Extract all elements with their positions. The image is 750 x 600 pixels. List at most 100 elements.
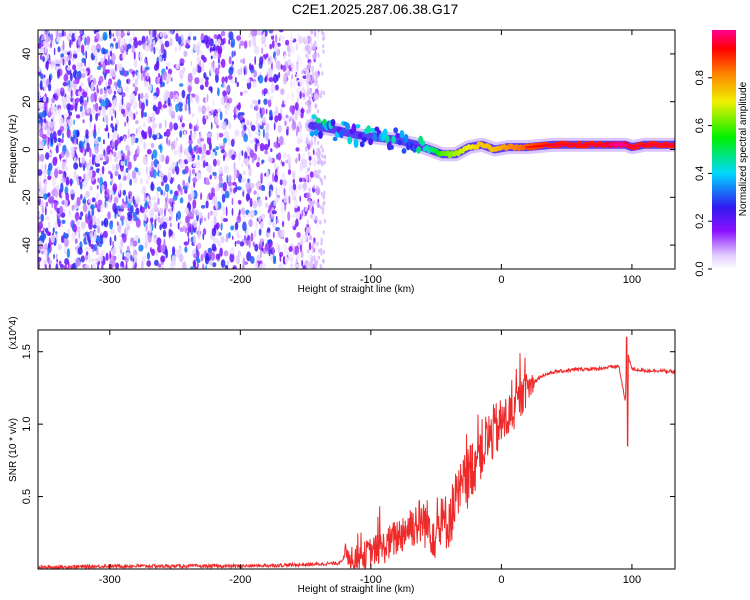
noise-speckle xyxy=(219,247,223,257)
noise-speckle xyxy=(40,163,44,171)
noise-speckle xyxy=(297,183,303,191)
noise-speckle xyxy=(173,234,176,242)
noise-speckle xyxy=(220,222,223,231)
noise-speckle xyxy=(213,34,218,40)
noise-speckle xyxy=(248,239,251,249)
noise-speckle xyxy=(76,196,81,207)
noise-speckle xyxy=(291,91,294,101)
noise-speckle xyxy=(70,79,73,88)
noise-speckle xyxy=(64,246,67,255)
noise-speckle xyxy=(299,195,302,202)
noise-speckle xyxy=(58,107,61,117)
noise-speckle xyxy=(290,62,295,68)
noise-speckle xyxy=(180,58,185,65)
noise-speckle xyxy=(110,228,116,235)
noise-speckle xyxy=(231,50,234,58)
noise-speckle xyxy=(192,162,196,167)
noise-speckle xyxy=(50,234,55,243)
signal-blob xyxy=(318,130,323,139)
noise-speckle xyxy=(180,115,183,121)
noise-speckle xyxy=(128,37,133,44)
noise-speckle xyxy=(268,189,271,198)
noise-speckle xyxy=(273,111,276,116)
noise-speckle xyxy=(236,230,239,239)
signal-blob xyxy=(366,125,371,134)
noise-speckle xyxy=(66,118,69,125)
noise-speckle xyxy=(213,111,216,118)
noise-speckle xyxy=(70,146,75,152)
noise-speckle xyxy=(196,172,202,181)
noise-speckle xyxy=(221,193,226,203)
noise-speckle xyxy=(215,124,220,129)
noise-speckle xyxy=(55,233,58,239)
noise-speckle xyxy=(76,62,81,70)
noise-speckle xyxy=(133,59,138,68)
noise-speckle xyxy=(210,251,215,261)
noise-speckle xyxy=(301,233,307,243)
signal-blob xyxy=(309,131,315,137)
noise-speckle xyxy=(192,131,197,138)
noise-speckle xyxy=(60,53,64,58)
noise-speckle xyxy=(159,135,163,139)
noise-speckle xyxy=(227,156,230,161)
noise-speckle xyxy=(203,228,207,236)
noise-speckle xyxy=(112,151,117,157)
noise-speckle xyxy=(98,241,103,248)
noise-speckle xyxy=(254,45,260,55)
noise-speckle xyxy=(96,193,100,200)
y-tick-label: 0 xyxy=(21,146,33,152)
noise-speckle xyxy=(272,172,275,183)
noise-speckle xyxy=(196,118,199,127)
noise-speckle xyxy=(238,151,241,161)
signal-blob xyxy=(384,134,390,144)
noise-speckle xyxy=(84,231,90,236)
noise-speckle xyxy=(229,187,233,193)
noise-speckle xyxy=(243,124,247,131)
noise-speckle xyxy=(76,219,80,226)
noise-speckle xyxy=(289,39,292,49)
noise-speckle xyxy=(143,73,146,82)
noise-speckle xyxy=(111,68,116,78)
noise-speckle xyxy=(104,190,107,195)
x-tick-label: 100 xyxy=(623,274,641,286)
noise-speckle xyxy=(303,181,307,191)
noise-speckle xyxy=(170,106,174,111)
noise-speckle xyxy=(208,142,212,151)
noise-speckle xyxy=(277,152,282,161)
noise-speckle xyxy=(311,205,315,215)
noise-speckle xyxy=(188,144,193,154)
noise-speckle xyxy=(115,163,120,171)
noise-speckle xyxy=(288,195,291,205)
noise-speckle xyxy=(193,43,198,52)
noise-speckle xyxy=(300,250,304,259)
noise-speckle xyxy=(111,138,114,148)
noise-speckle xyxy=(177,36,182,45)
noise-speckle xyxy=(137,126,142,134)
noise-speckle xyxy=(158,73,161,78)
noise-speckle xyxy=(54,168,59,179)
noise-speckle xyxy=(260,221,264,229)
noise-speckle xyxy=(103,217,109,228)
noise-speckle xyxy=(322,249,325,255)
noise-speckle xyxy=(181,122,185,128)
noise-speckle xyxy=(41,232,47,240)
noise-speckle xyxy=(44,125,48,131)
noise-speckle xyxy=(160,244,165,253)
noise-speckle xyxy=(79,175,81,186)
noise-speckle xyxy=(307,140,311,145)
noise-speckle xyxy=(168,198,174,202)
noise-speckle xyxy=(309,202,312,208)
noise-speckle xyxy=(211,227,217,237)
noise-speckle xyxy=(314,103,318,109)
noise-speckle xyxy=(220,215,224,223)
noise-speckle xyxy=(182,261,187,269)
noise-speckle xyxy=(198,146,203,155)
noise-speckle xyxy=(311,30,314,35)
spectrogram-x-ticks: -300 -200 -100 0 100 xyxy=(99,30,641,286)
noise-speckle xyxy=(285,114,289,119)
noise-speckle xyxy=(68,104,74,111)
noise-speckle xyxy=(320,237,323,242)
noise-speckle xyxy=(322,90,326,96)
noise-speckle xyxy=(310,214,313,219)
noise-speckle xyxy=(67,84,70,93)
